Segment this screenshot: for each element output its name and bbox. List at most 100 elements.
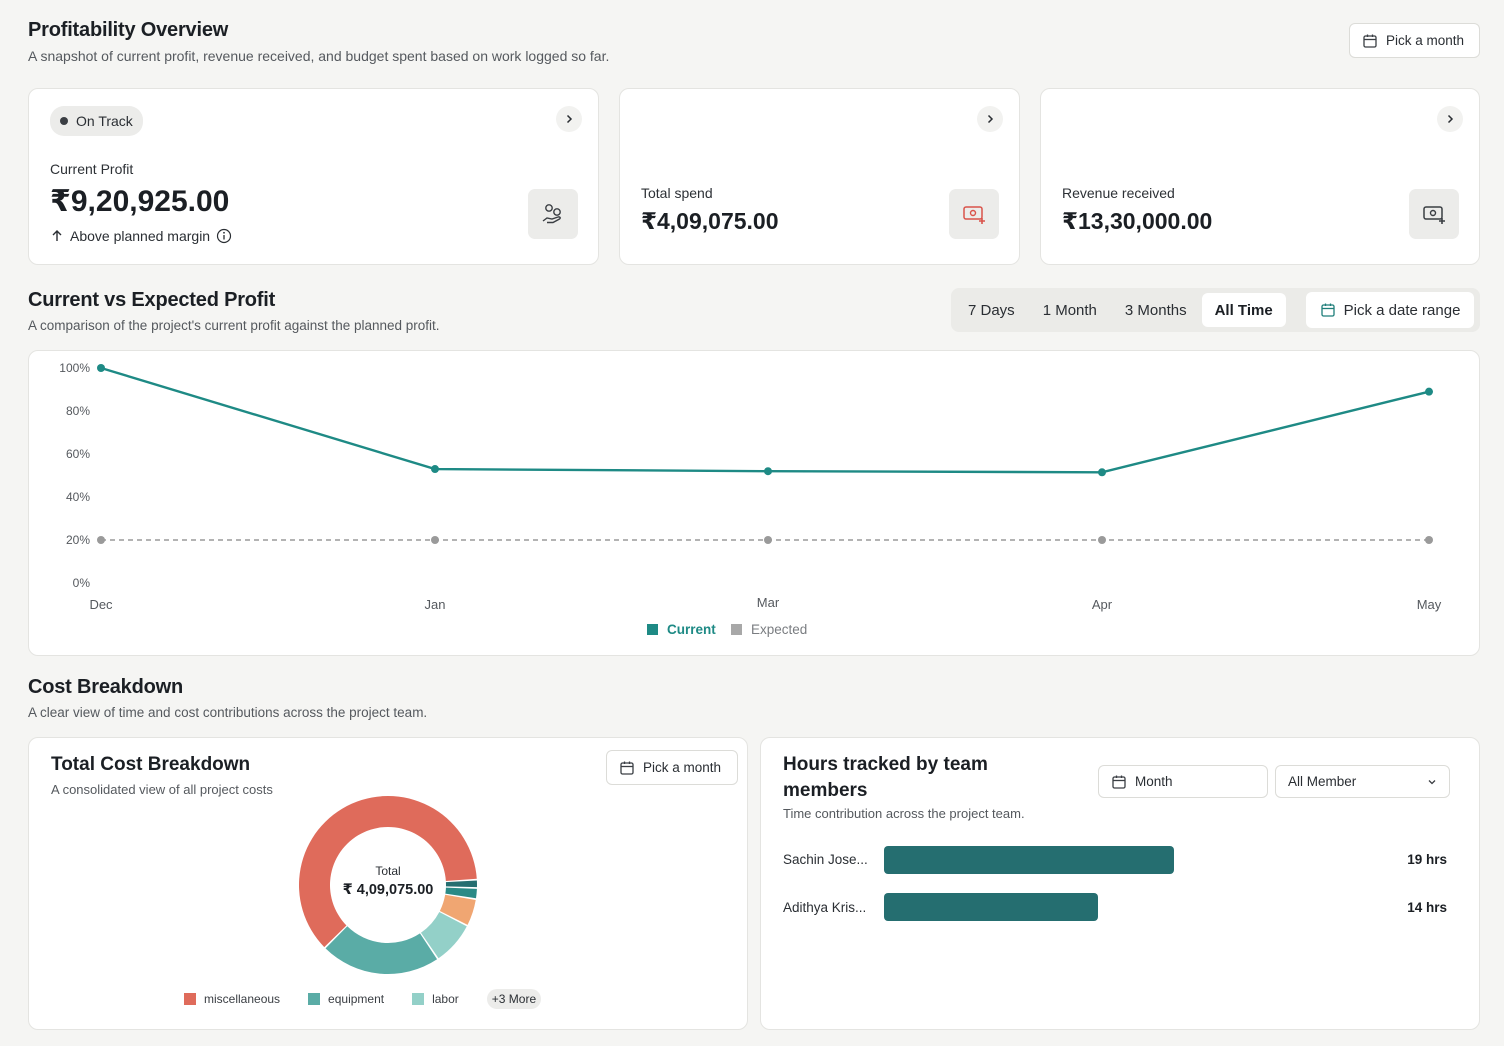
hand-coins-icon (528, 189, 578, 239)
margin-note-label: Above planned margin (70, 228, 211, 244)
donut-slice-other-2[interactable] (445, 887, 477, 899)
total-spend-value: ₹4,09,075.00 (641, 208, 779, 234)
hours-bar[interactable] (884, 893, 1098, 921)
status-badge-label: On Track (76, 113, 133, 129)
info-icon[interactable] (216, 228, 232, 244)
calendar-icon (1112, 775, 1126, 789)
current-profit-label: Current Profit (50, 161, 134, 177)
total-spend-card[interactable]: Total spend ₹4,09,075.00 (619, 88, 1020, 265)
legend-label: miscellaneous (204, 992, 281, 1006)
legend-labor: labor (412, 992, 459, 1006)
hours-value: 14 hrs (1407, 900, 1447, 915)
month-picker-button[interactable]: Month (1098, 765, 1268, 798)
pick-date-range-label: Pick a date range (1343, 301, 1461, 319)
legend-miscellaneous: miscellaneous (184, 992, 280, 1006)
hours-title-line2: members (783, 780, 868, 801)
legend-swatch (184, 993, 196, 1005)
data-point-expected (1098, 536, 1106, 544)
revenue-received-value: ₹13,30,000.00 (1062, 208, 1213, 234)
revenue-received-label: Revenue received (1062, 185, 1175, 201)
donut-center-label: Total (375, 864, 401, 878)
month-picker-label: Month (1135, 774, 1173, 789)
profit-line-chart: 0% 20% 40% 60% 80% 100% Dec Jan Mar Apr May Current… (59, 361, 1441, 637)
member-name: Adithya Kris... (783, 900, 867, 915)
y-tick-label: 0% (73, 576, 91, 590)
calendar-icon (620, 761, 634, 775)
pick-date-range-button[interactable]: Pick a date range (1305, 292, 1475, 328)
donut-slice-other-3[interactable] (445, 880, 477, 888)
legend-swatch (731, 624, 742, 635)
data-point-current (764, 467, 772, 476)
total-spend-label: Total spend (641, 185, 713, 201)
revenue-received-card[interactable]: Revenue received ₹13,30,000.00 (1040, 88, 1480, 265)
chevron-right-icon[interactable] (977, 106, 1003, 132)
donut-center-value: ₹ 4,09,075.00 (342, 882, 434, 898)
range-selector: 7 Days 1 Month 3 Months All Time Pick a … (951, 288, 1480, 332)
legend-label: Current (667, 622, 716, 637)
profit-chart-card: 0% 20% 40% 60% 80% 100% Dec Jan Mar Apr May Current… (28, 350, 1480, 656)
member-name: Sachin Jose... (783, 852, 868, 867)
legend-label: labor (432, 992, 459, 1006)
data-point-current (1098, 468, 1106, 477)
margin-note: Above planned margin (50, 228, 232, 244)
data-point-current (431, 465, 439, 474)
current-profit-value: ₹9,20,925.00 (50, 185, 230, 218)
status-dot-icon (60, 117, 68, 125)
chevron-right-icon[interactable] (556, 106, 582, 132)
donut-slice-miscellaneous[interactable] (299, 796, 477, 948)
legend-swatch (412, 993, 425, 1005)
total-cost-subtitle: A consolidated view of all project costs (51, 782, 273, 797)
page-title: Profitability Overview (28, 19, 229, 41)
range-7-days[interactable]: 7 Days (968, 301, 1015, 319)
x-tick-label: Apr (1092, 597, 1113, 612)
pick-month-label: Pick a month (1386, 33, 1465, 48)
donut-slice-other-1[interactable] (439, 894, 476, 925)
range-3-months[interactable]: 3 Months (1124, 301, 1187, 319)
y-tick-label: 60% (66, 447, 90, 461)
money-add-icon (949, 189, 999, 239)
money-add-icon (1409, 189, 1459, 239)
member-select-value: All Member (1288, 774, 1357, 789)
hours-title: Hours tracked by team members (783, 752, 988, 804)
pick-month-button[interactable]: Pick a month (606, 750, 738, 785)
y-tick-label: 40% (66, 490, 90, 504)
pick-month-label: Pick a month (643, 760, 722, 775)
total-cost-title: Total Cost Breakdown (51, 754, 251, 775)
donut-slice-equipment[interactable] (325, 926, 438, 974)
data-point-current (1425, 387, 1433, 396)
hours-title-line1: Hours tracked by team (783, 754, 988, 775)
more-legend-button[interactable]: +3 More (486, 989, 542, 1009)
chevron-down-icon (1428, 779, 1436, 784)
data-point-current (97, 364, 105, 372)
donut-slice-labor[interactable] (420, 911, 467, 959)
profit-chart-subtitle: A comparison of the project's current pr… (28, 318, 440, 333)
y-tick-label: 80% (66, 404, 90, 418)
status-badge: On Track (50, 106, 143, 136)
pick-month-button[interactable]: Pick a month (1349, 23, 1480, 58)
profit-chart-title: Current vs Expected Profit (28, 289, 276, 311)
hours-bar[interactable] (884, 846, 1174, 874)
range-1-month[interactable]: 1 Month (1042, 301, 1097, 319)
x-tick-label: Jan (425, 597, 446, 612)
x-tick-label: Dec (89, 597, 113, 612)
member-select[interactable]: All Member (1275, 765, 1450, 798)
calendar-icon (1363, 34, 1377, 48)
cost-donut-chart (299, 796, 477, 974)
cost-breakdown-title: Cost Breakdown (28, 676, 184, 698)
calendar-icon (1321, 303, 1335, 317)
legend-label: Expected (751, 622, 807, 637)
legend-swatch (647, 624, 658, 635)
data-point-expected (431, 536, 439, 544)
data-point-expected (1425, 536, 1433, 544)
current-profit-card[interactable]: On Track Current Profit ₹9,20,925.00 Abo… (28, 88, 599, 265)
range-all-time[interactable]: All Time (1201, 293, 1286, 327)
hours-subtitle: Time contribution across the project tea… (783, 806, 1025, 821)
page-subtitle: A snapshot of current profit, revenue re… (28, 48, 610, 64)
hours-tracked-card: Hours tracked by team members Time contr… (760, 737, 1480, 1030)
arrow-up-icon (52, 230, 62, 241)
legend-swatch (308, 993, 321, 1005)
hours-value: 19 hrs (1407, 852, 1447, 867)
legend-label: equipment (328, 992, 385, 1006)
legend-equipment: equipment (308, 992, 384, 1006)
chevron-right-icon[interactable] (1437, 106, 1463, 132)
